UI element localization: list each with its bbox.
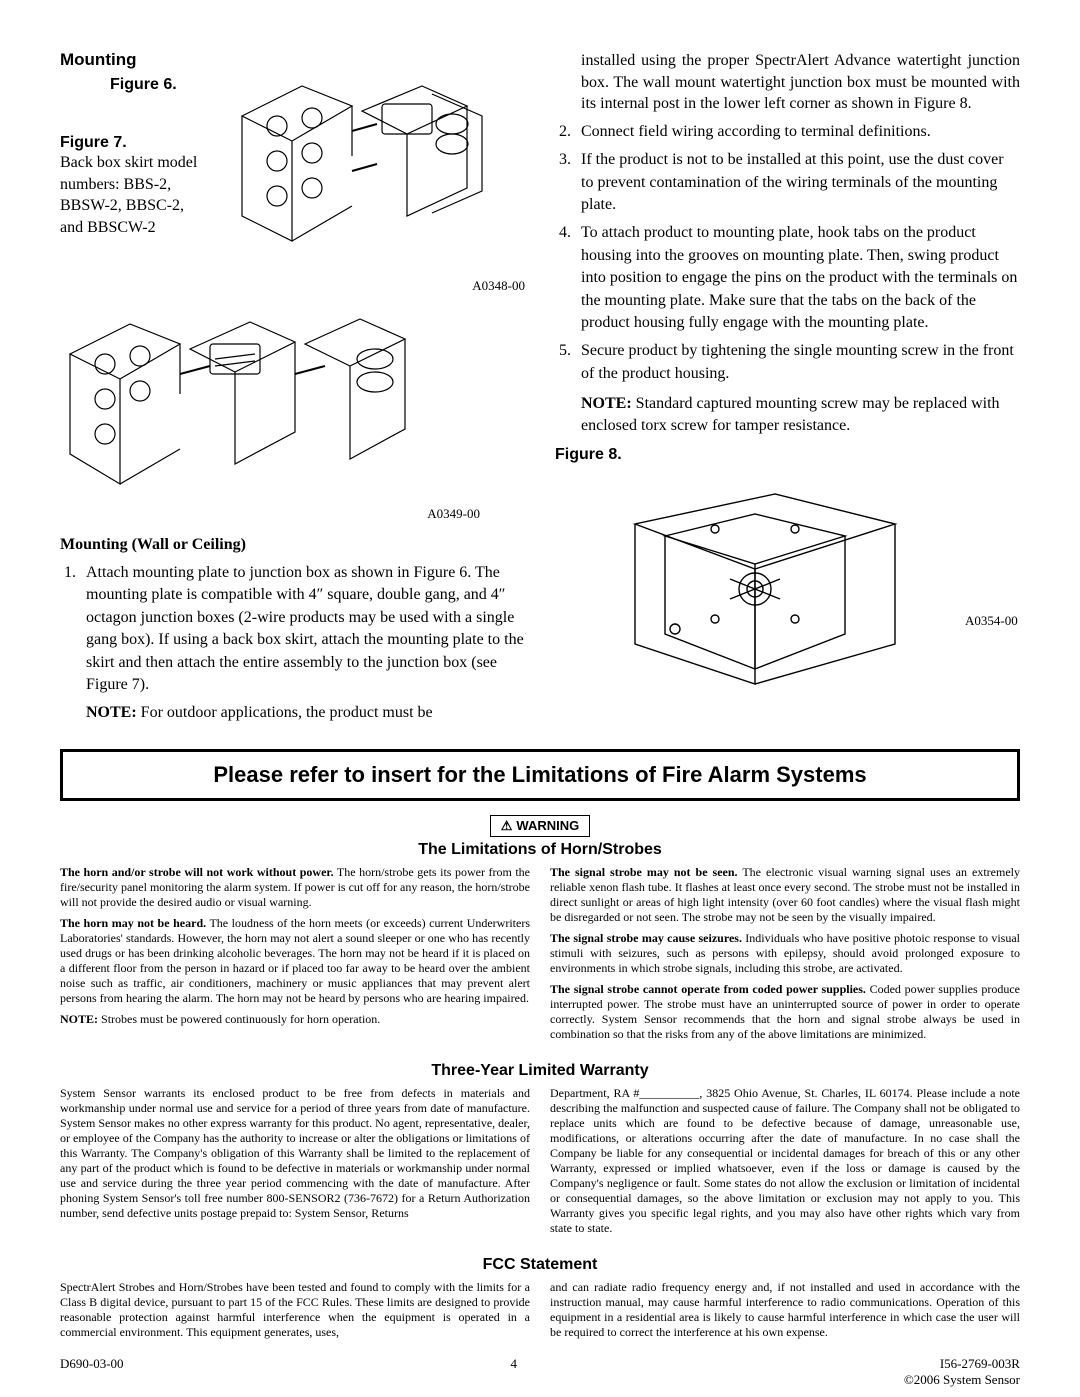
footer-page-number: 4 <box>510 1356 517 1388</box>
page-footer: D690-03-00 4 I56-2769-003R ©2006 System … <box>60 1356 1020 1388</box>
fcc-right: and can radiate radio frequency energy a… <box>550 1280 1020 1346</box>
figure6-label: Figure 6. <box>110 76 210 94</box>
step-1: Attach mounting plate to junction box as… <box>80 562 525 725</box>
warranty-left: System Sensor warrants its enclosed prod… <box>60 1086 530 1242</box>
limitations-title: The Limitations of Horn/Strobes <box>60 841 1020 859</box>
limitations-right: The signal strobe may not be seen. The e… <box>550 865 1020 1048</box>
fcc-title: FCC Statement <box>60 1256 1020 1274</box>
figure7-caption: Back box skirt model numbers: BBS-2, BBS… <box>60 152 210 238</box>
warning-badge: WARNING <box>490 815 591 837</box>
figure6-code: A0348-00 <box>222 278 525 294</box>
figure7-diagram <box>60 304 480 504</box>
step-2: Connect field wiring according to termin… <box>575 121 1020 143</box>
mounting-heading: Mounting <box>60 50 525 70</box>
footer-left: D690-03-00 <box>60 1356 124 1388</box>
figure8-label: Figure 8. <box>555 446 1020 464</box>
figure6-diagram <box>222 76 502 276</box>
limitations-left: The horn and/or strobe will not work wit… <box>60 865 530 1048</box>
warranty-right: Department, RA #__________, 3825 Ohio Av… <box>550 1086 1020 1242</box>
fcc-left: SpectrAlert Strobes and Horn/Strobes hav… <box>60 1280 530 1346</box>
figure8-diagram <box>555 464 955 689</box>
step1-note: For outdoor applications, the product mu… <box>141 704 433 721</box>
callout-box: Please refer to insert for the Limitatio… <box>60 749 1020 801</box>
step1-text: Attach mounting plate to junction box as… <box>86 564 524 693</box>
continued-p1: installed using the proper SpectrAlert A… <box>581 50 1020 115</box>
step-4: To attach product to mounting plate, hoo… <box>575 222 1020 334</box>
callout-text: Please refer to insert for the Limitatio… <box>213 762 866 787</box>
figure8-code: A0354-00 <box>965 613 1018 629</box>
footer-right: I56-2769-003R ©2006 System Sensor <box>904 1356 1020 1388</box>
step-3: If the product is not to be installed at… <box>575 149 1020 216</box>
mounting-subheading: Mounting (Wall or Ceiling) <box>60 536 525 554</box>
warranty-title: Three-Year Limited Warranty <box>60 1062 1020 1080</box>
figure7-code: A0349-00 <box>60 506 480 522</box>
figure7-label: Figure 7. <box>60 134 210 152</box>
note-2: NOTE: Standard captured mounting screw m… <box>581 393 1020 438</box>
step-5: Secure product by tightening the single … <box>575 340 1020 385</box>
